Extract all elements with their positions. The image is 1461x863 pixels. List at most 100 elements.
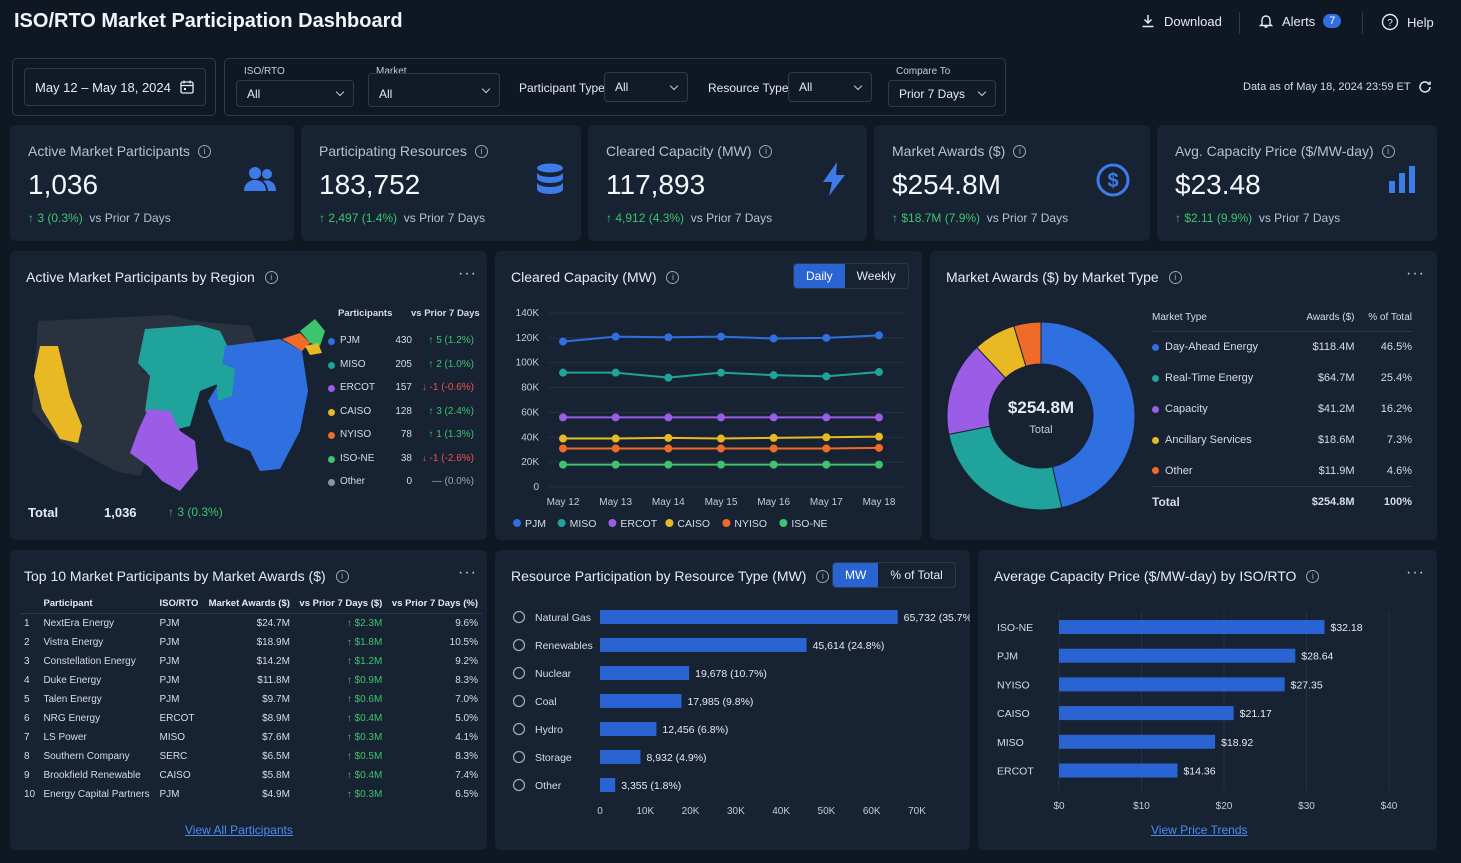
bar[interactable] — [1059, 734, 1216, 749]
data-point[interactable] — [611, 460, 620, 469]
bar[interactable] — [600, 722, 657, 736]
data-point[interactable] — [611, 434, 620, 443]
table-row[interactable]: 6 NRG Energy ERCOT $8.9M ↑ $0.4M 5.0% — [20, 709, 482, 728]
bar[interactable] — [600, 694, 682, 708]
table-row[interactable]: 5 Talen Energy PJM $9.7M ↑ $0.6M 7.0% — [20, 690, 482, 709]
info-icon[interactable]: i — [816, 569, 830, 583]
info-icon[interactable]: i — [666, 270, 680, 284]
table-row[interactable]: 7 LS Power MISO $7.6M ↑ $0.3M 4.1% — [20, 728, 482, 747]
data-point[interactable] — [611, 444, 620, 453]
data-point[interactable] — [717, 368, 725, 377]
data-point[interactable] — [769, 413, 778, 422]
toggle-mw[interactable]: MW — [833, 563, 879, 587]
info-icon[interactable]: i — [1306, 569, 1320, 583]
data-point[interactable] — [717, 413, 725, 422]
data-point[interactable] — [664, 373, 673, 382]
data-point[interactable] — [822, 433, 831, 442]
compare-to-select[interactable]: Prior 7 Days — [888, 80, 996, 107]
donut-slice[interactable] — [1013, 321, 1042, 367]
more-options-icon[interactable]: ··· — [458, 265, 477, 282]
data-point[interactable] — [769, 433, 778, 442]
table-row[interactable]: 9 Brookfield Renewable CAISO $5.8M ↑ $0.4M 7.… — [20, 766, 482, 785]
info-icon[interactable]: i — [1168, 270, 1182, 284]
data-point[interactable] — [769, 460, 778, 469]
resource-type-select[interactable]: All — [788, 72, 872, 102]
bar[interactable] — [1059, 620, 1325, 634]
data-point[interactable] — [611, 332, 620, 341]
data-point[interactable] — [875, 331, 883, 340]
bar[interactable] — [600, 778, 616, 792]
data-point[interactable] — [822, 444, 831, 453]
info-icon[interactable]: i — [759, 144, 773, 158]
refresh-icon[interactable] — [1417, 79, 1433, 95]
view-price-trends-link[interactable]: View Price Trends — [1151, 823, 1248, 837]
toggle-daily[interactable]: Daily — [794, 264, 845, 288]
bar[interactable] — [1059, 677, 1285, 692]
bar[interactable] — [1059, 763, 1178, 778]
bar[interactable] — [1059, 706, 1234, 721]
data-point[interactable] — [822, 372, 831, 381]
view-all-participants-link[interactable]: View All Participants — [185, 823, 293, 837]
data-point[interactable] — [875, 432, 883, 441]
data-point[interactable] — [559, 460, 567, 469]
download-button[interactable]: Download — [1140, 13, 1222, 29]
data-point[interactable] — [875, 460, 883, 469]
bar[interactable] — [600, 750, 641, 764]
data-point[interactable] — [717, 332, 725, 341]
data-point[interactable] — [875, 443, 883, 452]
data-point[interactable] — [822, 333, 831, 342]
market-type-name: Ancillary Services — [1165, 434, 1252, 446]
toggle-pct-total[interactable]: % of Total — [890, 568, 943, 582]
alerts-button[interactable]: Alerts 7 — [1258, 13, 1342, 29]
date-range-picker[interactable]: May 12 – May 18, 2024 — [24, 68, 206, 106]
table-row[interactable]: 1 NextEra Energy PJM $24.7M ↑ $2.3M 9.6% — [20, 614, 482, 633]
bar[interactable] — [600, 666, 690, 680]
more-options-icon[interactable]: ··· — [1406, 564, 1425, 581]
more-options-icon[interactable]: ··· — [458, 564, 477, 581]
bar[interactable] — [1059, 648, 1296, 663]
data-point[interactable] — [717, 444, 725, 453]
info-icon[interactable]: i — [197, 144, 211, 158]
data-point[interactable] — [611, 413, 620, 422]
data-point[interactable] — [875, 413, 883, 422]
data-point[interactable] — [664, 433, 673, 442]
table-row[interactable]: 10 Energy Capital Partners PJM $4.9M ↑ $0.3M… — [20, 785, 482, 804]
info-icon[interactable]: i — [335, 569, 349, 583]
table-row[interactable]: 3 Constellation Energy PJM $14.2M ↑ $1.2M 9.2… — [20, 652, 482, 671]
more-options-icon[interactable]: ··· — [1406, 265, 1425, 282]
table-row[interactable]: 8 Southern Company SERC $6.5M ↑ $0.5M 8.3% — [20, 747, 482, 766]
info-icon[interactable]: i — [264, 270, 278, 284]
data-point[interactable] — [664, 413, 673, 422]
data-point[interactable] — [664, 444, 673, 453]
data-point[interactable] — [875, 368, 883, 377]
data-point[interactable] — [769, 371, 778, 380]
data-point[interactable] — [664, 333, 673, 342]
info-icon[interactable]: i — [1381, 144, 1395, 158]
data-point[interactable] — [559, 368, 567, 377]
donut-slice[interactable] — [1040, 321, 1136, 509]
data-point[interactable] — [822, 460, 831, 469]
data-point[interactable] — [664, 460, 673, 469]
help-button[interactable]: ? Help — [1381, 13, 1434, 31]
info-icon[interactable]: i — [1013, 144, 1027, 158]
data-point[interactable] — [822, 413, 831, 422]
table-row[interactable]: 4 Duke Energy PJM $11.8M ↑ $0.9M 8.3% — [20, 671, 482, 690]
data-point[interactable] — [717, 434, 725, 443]
table-row[interactable]: 2 Vistra Energy PJM $18.9M ↑ $1.8M 10.5% — [20, 633, 482, 652]
data-point[interactable] — [559, 337, 567, 346]
donut-slice[interactable] — [948, 425, 1063, 511]
info-icon[interactable]: i — [474, 144, 488, 158]
data-point[interactable] — [769, 444, 778, 453]
data-point[interactable] — [559, 444, 567, 453]
toggle-weekly[interactable]: Weekly — [856, 269, 896, 283]
iso-select[interactable]: All — [236, 80, 354, 107]
participant-type-select[interactable]: All — [604, 72, 688, 102]
market-select[interactable]: All — [368, 73, 500, 107]
bar[interactable] — [600, 610, 898, 624]
data-point[interactable] — [559, 413, 567, 422]
data-point[interactable] — [717, 460, 725, 469]
data-point[interactable] — [611, 368, 620, 377]
data-point[interactable] — [769, 334, 778, 343]
data-point[interactable] — [559, 434, 567, 443]
bar[interactable] — [600, 638, 807, 652]
